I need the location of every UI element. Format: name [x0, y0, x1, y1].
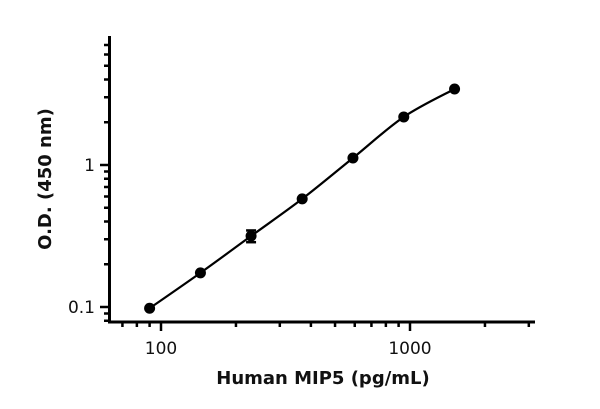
x-tick-label: 1000	[388, 339, 431, 359]
data-point	[194, 267, 206, 279]
tick-labels: 100 1000 0.1 1	[68, 156, 432, 359]
data-points	[144, 83, 461, 314]
y-axis-title: O.D. (450 nm)	[35, 108, 56, 250]
data-point	[398, 111, 410, 123]
data-point	[449, 83, 461, 95]
data-point	[296, 193, 308, 205]
data-point	[144, 302, 156, 314]
x-axis-title: Human MIP5 (pg/mL)	[216, 368, 429, 389]
x-tick-label: 100	[145, 339, 177, 359]
data-point	[347, 152, 359, 164]
y-tick-label: 0.1	[68, 298, 95, 318]
y-tick-label: 1	[84, 156, 95, 176]
data-point	[245, 230, 257, 242]
